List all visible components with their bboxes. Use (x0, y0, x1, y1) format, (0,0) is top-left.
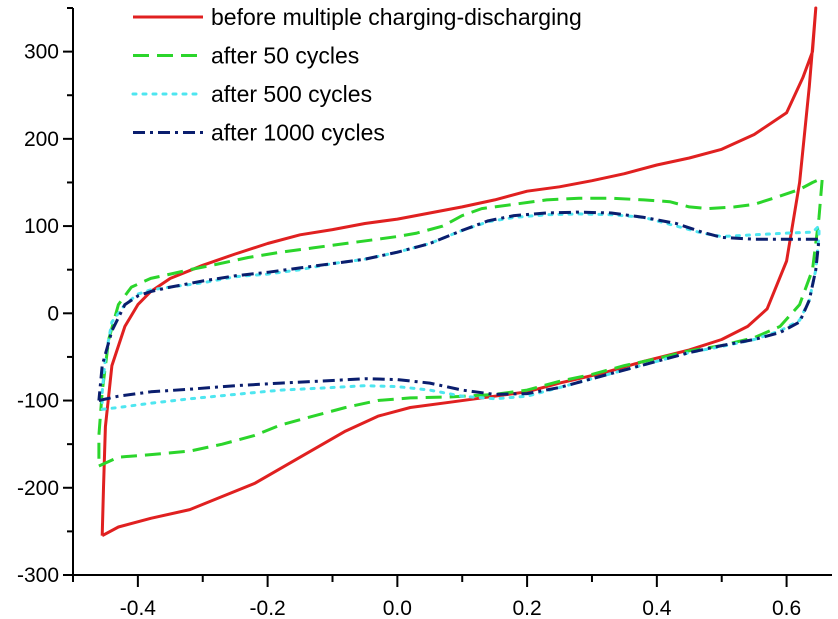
x-tick-label: 0.6 (772, 597, 801, 619)
series-line-0 (100, 6, 818, 538)
plot-lines (97, 6, 824, 538)
series-line-2 (100, 212, 821, 411)
legend-label-1: after 50 cycles (211, 43, 359, 69)
y-tick-label: 0 (47, 302, 59, 325)
x-tick-label: 0.4 (642, 597, 672, 619)
legend: before multiple charging-discharging afte… (131, 4, 582, 146)
x-tick-label: 0.2 (513, 597, 542, 619)
series-line-1 (97, 176, 824, 468)
y-tick-label: -300 (17, 564, 59, 587)
y-tick-label: 100 (24, 215, 59, 238)
y-tick-label: -200 (17, 477, 59, 500)
ticks (63, 7, 788, 587)
x-tick-label: 0.0 (383, 597, 412, 619)
y-tick-label: -100 (17, 390, 59, 413)
y-tick-label: 300 (24, 41, 59, 64)
legend-label-0: before multiple charging-discharging (211, 4, 582, 30)
legend-label-3: after 1000 cycles (211, 120, 385, 146)
x-tick-label: -0.4 (120, 597, 157, 619)
tick-labels: -0.4 -0.2 0.0 0.2 0.4 0.6 -300 -200 -100 0 100 200 3… (17, 41, 801, 619)
axes (72, 8, 832, 576)
legend-label-2: after 500 cycles (211, 81, 372, 107)
x-tick-label: -0.2 (250, 597, 286, 619)
y-tick-label: 200 (24, 128, 59, 151)
series-line-3 (97, 210, 821, 402)
